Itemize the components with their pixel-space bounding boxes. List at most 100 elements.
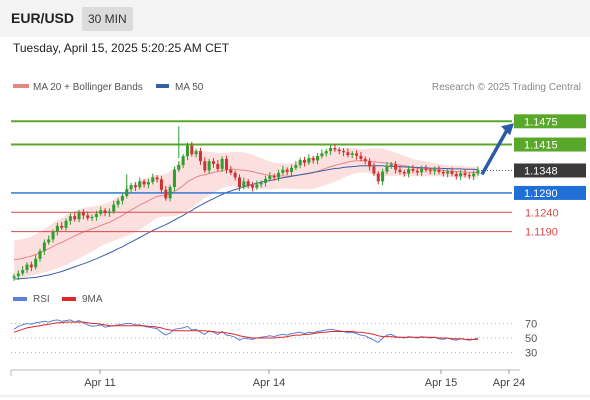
bollinger-band-area xyxy=(14,148,478,279)
rsi-tick-70: 70 xyxy=(525,319,537,331)
support-value-1.1240: 1.1240 xyxy=(525,207,559,219)
time-tick-label: Apr 24 xyxy=(493,377,525,389)
candle-up xyxy=(34,258,38,268)
candle-up xyxy=(220,158,224,169)
candle-down xyxy=(73,216,77,220)
candle-down xyxy=(346,152,350,155)
candle-up xyxy=(21,269,25,274)
candle-up xyxy=(307,158,311,163)
candle-down xyxy=(441,172,445,174)
target-arrow-head xyxy=(501,123,514,136)
candle-up xyxy=(125,189,129,197)
candle-up xyxy=(116,200,120,205)
time-tick-label: Apr 14 xyxy=(253,377,285,389)
rsi-ma-line xyxy=(13,321,478,340)
candle-down xyxy=(159,179,163,190)
candle-up xyxy=(350,153,354,155)
resistance-tag-1.1415 xyxy=(514,137,586,152)
rsi-ma-legend-label: 9MA xyxy=(82,294,103,305)
candle-up xyxy=(255,184,259,188)
support-value-1.1190: 1.1190 xyxy=(525,227,558,239)
candle-up xyxy=(207,161,211,171)
candle-up xyxy=(329,148,333,152)
candle-down xyxy=(355,153,359,156)
candle-down xyxy=(251,185,255,188)
candle-down xyxy=(311,158,315,161)
candle-up xyxy=(472,173,476,177)
rsi-tick-30: 30 xyxy=(525,348,537,360)
candle-up xyxy=(446,171,450,174)
candle-up xyxy=(298,160,302,166)
candle-down xyxy=(133,185,137,188)
resistance-tag-1.1475 xyxy=(514,114,586,129)
candle-up xyxy=(38,251,42,259)
candle-down xyxy=(333,148,337,150)
resistance-value-1.1415: 1.1415 xyxy=(524,140,558,152)
ma50-legend-label: MA 50 xyxy=(175,82,204,93)
symbol-label: EUR/USD xyxy=(11,10,75,26)
candle-down xyxy=(398,169,402,173)
candle-down xyxy=(303,160,307,163)
level-labels: 1.1475 1.1415 1.1348 1.1290 1.1240 1.1190 xyxy=(480,114,586,239)
candle-up xyxy=(420,168,424,173)
candle-down xyxy=(216,163,220,169)
candle-down xyxy=(211,161,215,164)
candle-down xyxy=(198,151,202,162)
candle-up xyxy=(129,185,133,190)
candle-up xyxy=(476,170,480,174)
candle-up xyxy=(94,213,98,217)
candle-down xyxy=(86,215,90,219)
candle-up xyxy=(277,172,281,178)
candle-down xyxy=(467,175,471,177)
candle-up xyxy=(120,196,124,201)
rsi-panel: 70 50 30 xyxy=(11,319,537,360)
time-axis: Apr 11 Apr 14 Apr 15 Apr 24 xyxy=(0,369,590,397)
ma50-line xyxy=(14,165,479,280)
candle-up xyxy=(55,225,59,232)
timeframe-button[interactable]: 30 MIN xyxy=(82,7,133,31)
candle-up xyxy=(25,264,29,270)
candle-up xyxy=(290,167,294,173)
candle-down xyxy=(164,189,168,199)
candle-up xyxy=(172,169,176,188)
pivot-value-1.1290: 1.1290 xyxy=(524,188,558,200)
resistance-value-1.1475: 1.1475 xyxy=(524,116,558,128)
candle-up xyxy=(107,211,111,214)
legend: MA 20 + Bollinger Bands MA 50 Research ©… xyxy=(13,82,581,305)
candle-up xyxy=(47,239,51,243)
bollinger-legend-label: MA 20 + Bollinger Bands xyxy=(33,82,143,93)
candle-down xyxy=(454,173,458,177)
datetime-label: Tuesday, April 15, 2025 5:20:25 AM CET xyxy=(13,41,230,55)
candle-down xyxy=(272,175,276,178)
candle-up xyxy=(389,164,393,166)
candle-down xyxy=(60,225,64,228)
candle-down xyxy=(450,171,454,174)
candle-up xyxy=(12,276,16,278)
candles xyxy=(12,126,480,281)
candle-down xyxy=(342,151,346,153)
candle-up xyxy=(16,273,20,277)
time-tick-label: Apr 15 xyxy=(425,377,457,389)
candle-down xyxy=(463,173,467,176)
rsi-legend-swatch xyxy=(13,297,27,301)
candle-up xyxy=(185,145,189,157)
candle-down xyxy=(229,169,233,173)
candle-down xyxy=(155,177,159,180)
candle-down xyxy=(224,158,228,170)
candle-up xyxy=(177,165,181,170)
candle-down xyxy=(372,166,376,174)
candle-up xyxy=(68,216,72,221)
bollinger-legend-swatch xyxy=(13,84,29,88)
candle-up xyxy=(381,171,385,182)
candle-up xyxy=(146,182,150,185)
moving-averages xyxy=(13,160,479,280)
time-tick-label: Apr 11 xyxy=(84,377,116,389)
candle-down xyxy=(376,173,380,182)
candle-up xyxy=(168,187,172,199)
last-price-value: 1.1348 xyxy=(524,165,558,177)
candle-up xyxy=(112,204,116,212)
candle-up xyxy=(281,169,285,173)
bollinger-bands xyxy=(14,148,478,279)
